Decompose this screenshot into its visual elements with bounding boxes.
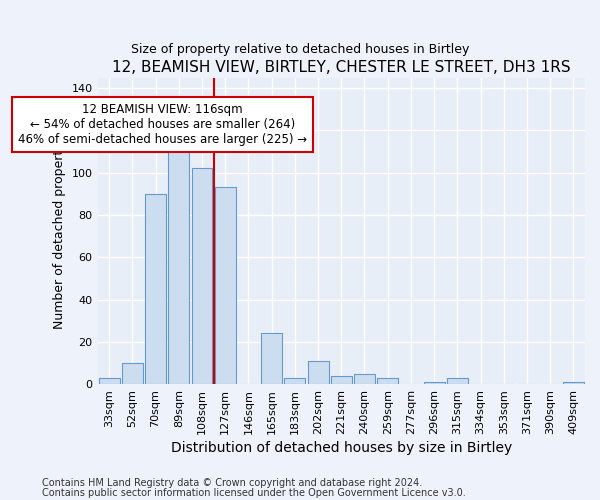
Bar bbox=[563, 382, 584, 384]
Text: 12 BEAMISH VIEW: 116sqm
← 54% of detached houses are smaller (264)
46% of semi-d: 12 BEAMISH VIEW: 116sqm ← 54% of detache… bbox=[18, 103, 307, 146]
Bar bbox=[99, 378, 119, 384]
Title: 12, BEAMISH VIEW, BIRTLEY, CHESTER LE STREET, DH3 1RS: 12, BEAMISH VIEW, BIRTLEY, CHESTER LE ST… bbox=[112, 60, 571, 75]
Bar bbox=[122, 363, 143, 384]
Bar bbox=[145, 194, 166, 384]
Bar bbox=[331, 376, 352, 384]
Bar bbox=[261, 334, 282, 384]
Bar bbox=[424, 382, 445, 384]
Bar bbox=[354, 374, 375, 384]
Text: Size of property relative to detached houses in Birtley: Size of property relative to detached ho… bbox=[131, 42, 469, 56]
Bar bbox=[308, 361, 329, 384]
Bar bbox=[447, 378, 468, 384]
X-axis label: Distribution of detached houses by size in Birtley: Distribution of detached houses by size … bbox=[170, 441, 512, 455]
Text: Contains public sector information licensed under the Open Government Licence v3: Contains public sector information licen… bbox=[42, 488, 466, 498]
Text: Contains HM Land Registry data © Crown copyright and database right 2024.: Contains HM Land Registry data © Crown c… bbox=[42, 478, 422, 488]
Bar bbox=[169, 145, 189, 384]
Bar bbox=[377, 378, 398, 384]
Bar bbox=[284, 378, 305, 384]
Bar bbox=[215, 188, 236, 384]
Bar bbox=[191, 168, 212, 384]
Y-axis label: Number of detached properties: Number of detached properties bbox=[53, 132, 66, 330]
